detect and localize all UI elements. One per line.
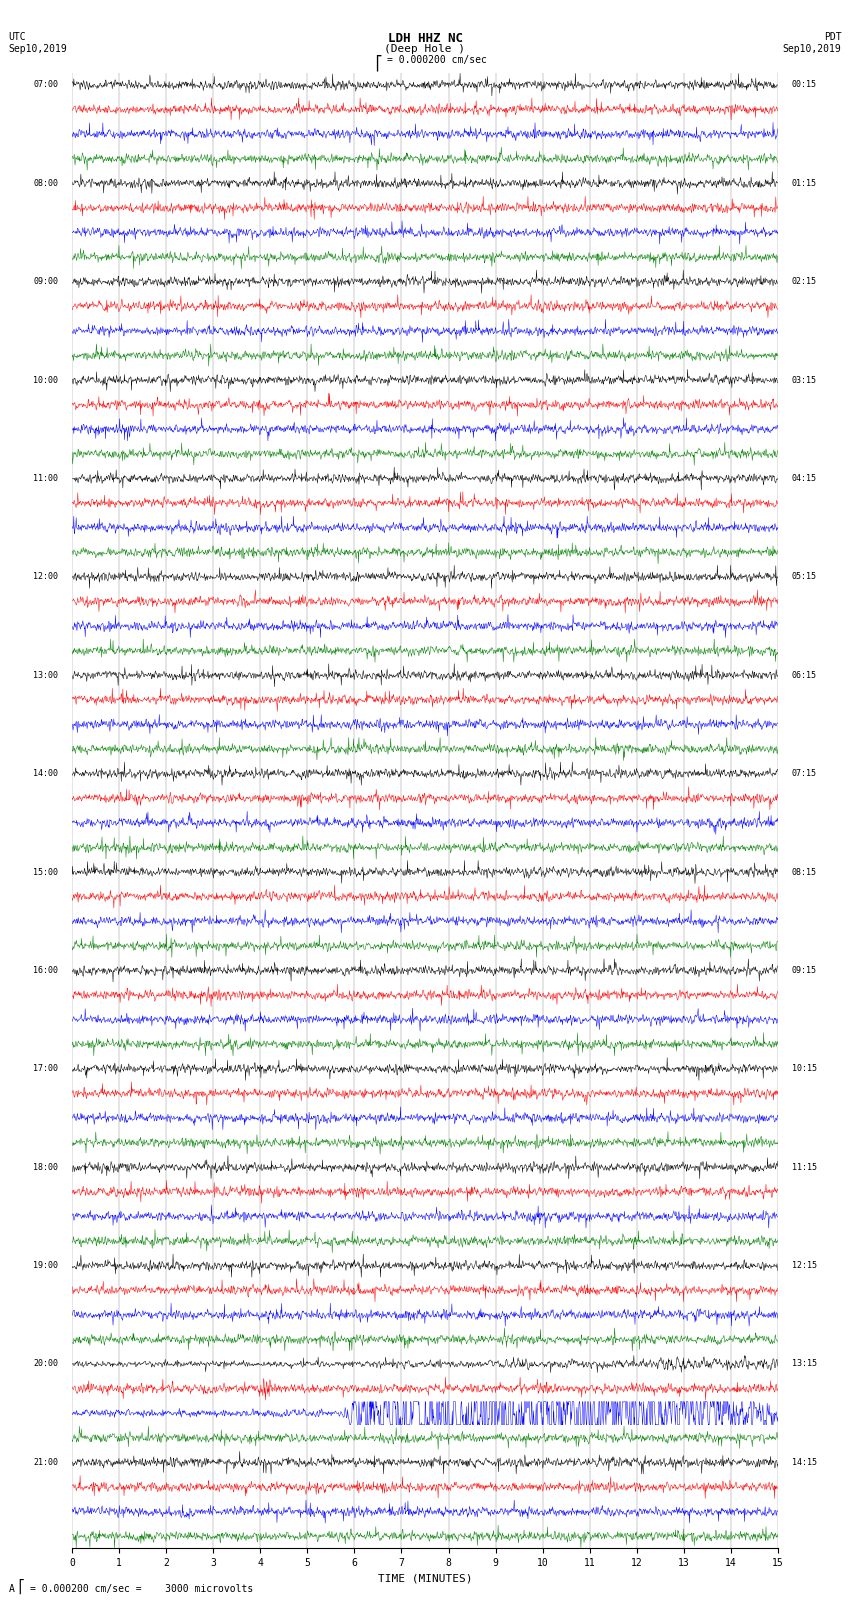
Text: 09:15: 09:15 (792, 966, 817, 974)
Text: 02:15: 02:15 (792, 277, 817, 286)
Text: 11:15: 11:15 (792, 1163, 817, 1171)
Text: Sep10,2019: Sep10,2019 (783, 44, 842, 53)
Text: 18:00: 18:00 (33, 1163, 58, 1171)
Text: 07:15: 07:15 (792, 769, 817, 777)
Text: 17:00: 17:00 (33, 1065, 58, 1073)
Text: 21:00: 21:00 (33, 1458, 58, 1466)
Text: 13:00: 13:00 (33, 671, 58, 679)
Text: Sep10,2019: Sep10,2019 (8, 44, 67, 53)
Text: PDT: PDT (824, 32, 842, 42)
Text: = 0.000200 cm/sec =    3000 microvolts: = 0.000200 cm/sec = 3000 microvolts (30, 1584, 253, 1594)
Text: 00:15: 00:15 (792, 81, 817, 89)
Text: 03:15: 03:15 (792, 376, 817, 384)
Text: 12:15: 12:15 (792, 1261, 817, 1269)
Text: LDH HHZ NC: LDH HHZ NC (388, 32, 462, 45)
Text: 10:00: 10:00 (33, 376, 58, 384)
Text: 04:15: 04:15 (792, 474, 817, 482)
Text: (Deep Hole ): (Deep Hole ) (384, 44, 466, 53)
Text: UTC: UTC (8, 32, 26, 42)
Text: 20:00: 20:00 (33, 1360, 58, 1368)
Text: 15:00: 15:00 (33, 868, 58, 876)
Text: 08:00: 08:00 (33, 179, 58, 187)
Text: 05:15: 05:15 (792, 573, 817, 581)
Text: A: A (8, 1584, 14, 1594)
Text: 16:00: 16:00 (33, 966, 58, 974)
Text: 11:00: 11:00 (33, 474, 58, 482)
Text: = 0.000200 cm/sec: = 0.000200 cm/sec (387, 55, 486, 65)
Text: 13:15: 13:15 (792, 1360, 817, 1368)
Text: 09:00: 09:00 (33, 277, 58, 286)
Text: 07:00: 07:00 (33, 81, 58, 89)
Text: 12:00: 12:00 (33, 573, 58, 581)
Text: 06:15: 06:15 (792, 671, 817, 679)
Text: 14:00: 14:00 (33, 769, 58, 777)
Text: ⎡: ⎡ (17, 1579, 25, 1594)
Text: 01:15: 01:15 (792, 179, 817, 187)
Text: ⎡: ⎡ (374, 55, 382, 71)
Text: 08:15: 08:15 (792, 868, 817, 876)
Text: 19:00: 19:00 (33, 1261, 58, 1269)
Text: 10:15: 10:15 (792, 1065, 817, 1073)
Text: 14:15: 14:15 (792, 1458, 817, 1466)
X-axis label: TIME (MINUTES): TIME (MINUTES) (377, 1574, 473, 1584)
